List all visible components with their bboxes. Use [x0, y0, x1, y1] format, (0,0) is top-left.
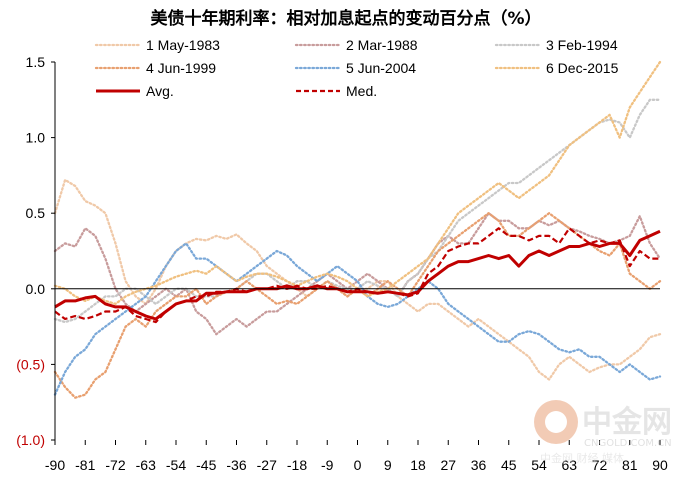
x-tick-label: 9 [384, 457, 392, 473]
y-tick-label: (1.0) [16, 432, 45, 448]
series-layer [53, 60, 662, 399]
x-tick-label: 90 [652, 457, 668, 473]
x-tick-label: -36 [226, 457, 246, 473]
chart-title: 美债十年期利率：相对加息起点的变动百分点（%） [150, 8, 541, 29]
legend-label-2-mar-1988: 2 Mar-1988 [346, 37, 418, 53]
series-line-5-jun-2004 [53, 242, 662, 396]
series-line-avg [54, 229, 661, 321]
legend-label-6-dec-2015: 6 Dec-2015 [546, 60, 619, 76]
watermark-brand: 中金网 [582, 405, 672, 440]
x-tick-label: 72 [592, 457, 608, 473]
x-tick-label: -18 [287, 457, 307, 473]
x-tick-label: -90 [45, 457, 65, 473]
legend-label-5-jun-2004: 5 Jun-2004 [346, 60, 416, 76]
series-line-med [54, 227, 660, 324]
x-tick-label: 36 [471, 457, 487, 473]
legend-label-med: Med. [346, 83, 377, 99]
chart-axes: (1.0)(0.5)0.00.51.01.5-90 -81 -72 -63 -54 -45… [16, 54, 668, 473]
watermark-url: CNGOLD.COM.CN [584, 438, 672, 449]
x-tick-label: -54 [166, 457, 186, 473]
legend-label-3-feb-1994: 3 Feb-1994 [546, 37, 618, 53]
x-tick-label: -63 [136, 457, 156, 473]
y-tick-label: (0.5) [16, 356, 45, 372]
x-tick-label: 81 [622, 457, 638, 473]
x-tick-label: -9 [321, 457, 334, 473]
legend-label-4-jun-1999: 4 Jun-1999 [146, 60, 216, 76]
x-tick-label: -81 [75, 457, 95, 473]
x-tick-label: 18 [410, 457, 426, 473]
y-tick-label: 1.0 [26, 130, 46, 146]
y-tick-label: 0.0 [26, 281, 46, 297]
y-tick-label: 0.5 [26, 205, 46, 221]
series-line-4-jun-1999 [53, 212, 662, 399]
x-tick-label: 63 [561, 457, 577, 473]
watermark-logo-inner [545, 411, 567, 433]
series-line-1-may-1983 [53, 178, 662, 381]
x-tick-label: 54 [531, 457, 547, 473]
x-tick-label: 45 [501, 457, 517, 473]
watermark: 中金网 CNGOLD.COM.CN 中金网 财经 媒体 [534, 400, 672, 465]
x-tick-label: -72 [105, 457, 125, 473]
legend-label-avg: Avg. [146, 83, 174, 99]
chart-legend: 1 May-1983 2 Mar-1988 3 Feb-1994 4 Jun-1999… [94, 37, 619, 99]
x-tick-label: 27 [440, 457, 456, 473]
x-tick-label: -45 [196, 457, 216, 473]
legend-label-1-may-1983: 1 May-1983 [146, 37, 220, 53]
y-tick-label: 1.5 [26, 54, 46, 70]
x-tick-label: 0 [354, 457, 362, 473]
watermark-media: 中金网 财经 媒体 [540, 451, 624, 465]
x-tick-label: -27 [257, 457, 277, 473]
